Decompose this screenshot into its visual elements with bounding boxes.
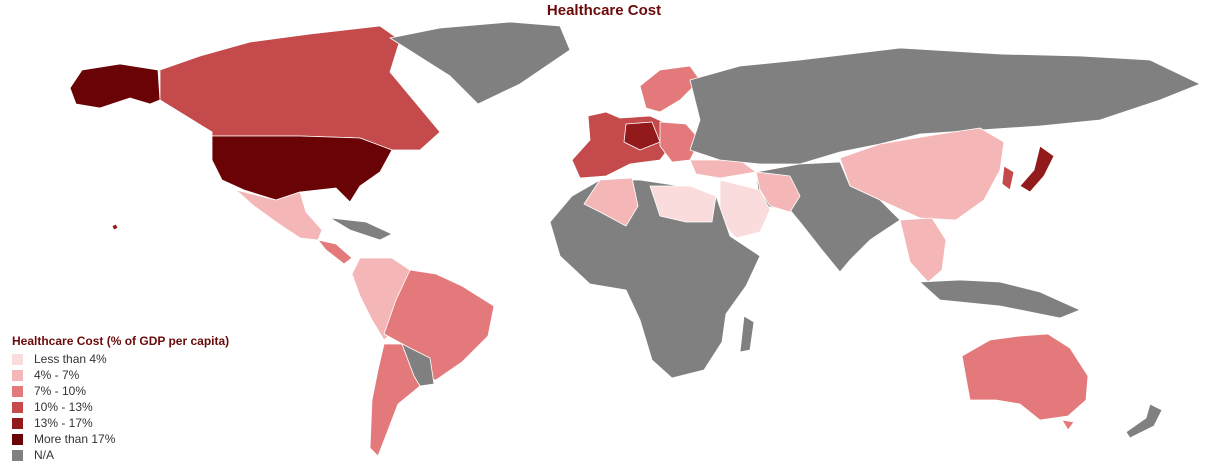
legend-item: 7% - 10% [12, 383, 229, 399]
legend-item: N/A [12, 447, 229, 463]
legend-swatch [12, 385, 23, 397]
legend-item: 13% - 17% [12, 415, 229, 431]
region-scandinavia[interactable] [639, 65, 701, 113]
region-canada[interactable] [159, 25, 441, 151]
region-australia[interactable] [961, 333, 1089, 421]
legend-title: Healthcare Cost (% of GDP per capita) [12, 334, 230, 348]
region-japan[interactable] [1019, 145, 1055, 193]
region-central-america[interactable] [317, 239, 353, 265]
legend-swatch [12, 401, 23, 413]
legend-item: 10% - 13% [12, 399, 229, 415]
region-korea[interactable] [1001, 165, 1015, 191]
region-greenland[interactable] [389, 21, 571, 105]
legend-label: Less than 4% [34, 352, 107, 366]
legend-item: 4% - 7% [12, 367, 229, 383]
region-central-europe[interactable] [623, 121, 661, 151]
region-russia-central-asia[interactable] [689, 47, 1201, 165]
region-mexico[interactable] [235, 189, 323, 241]
legend-swatch [12, 417, 23, 429]
region-maritime-southeast-asia[interactable] [919, 279, 1081, 319]
legend-label: 10% - 13% [34, 400, 93, 414]
map-title: Healthcare Cost [546, 2, 662, 19]
legend-label: N/A [34, 448, 55, 462]
region-western-europe[interactable] [571, 111, 673, 179]
legend-swatch [12, 433, 23, 445]
legend-swatch [12, 449, 23, 461]
legend-label: 4% - 7% [34, 368, 80, 382]
region-hawaii[interactable] [111, 223, 119, 231]
region-alaska[interactable] [69, 63, 161, 109]
region-paraguay-bolivia[interactable] [383, 333, 435, 387]
legend-swatch [12, 353, 23, 365]
region-tasmania[interactable] [1061, 419, 1075, 431]
region-madagascar[interactable] [739, 315, 755, 353]
legend-label: 13% - 17% [34, 416, 93, 430]
legend-label: More than 17% [34, 432, 116, 446]
region-libya-egypt[interactable] [649, 185, 717, 223]
legend: Healthcare Cost (% of GDP per capita) Le… [12, 334, 229, 463]
legend-label: 7% - 10% [34, 384, 87, 398]
region-caribbean[interactable] [329, 217, 393, 241]
legend-swatch [12, 369, 23, 381]
region-southeast-asia[interactable] [899, 217, 947, 283]
legend-item: More than 17% [12, 431, 229, 447]
legend-item: Less than 4% [12, 351, 229, 367]
region-new-zealand[interactable] [1125, 403, 1163, 439]
region-usa[interactable] [211, 135, 393, 203]
region-algeria[interactable] [583, 177, 639, 227]
